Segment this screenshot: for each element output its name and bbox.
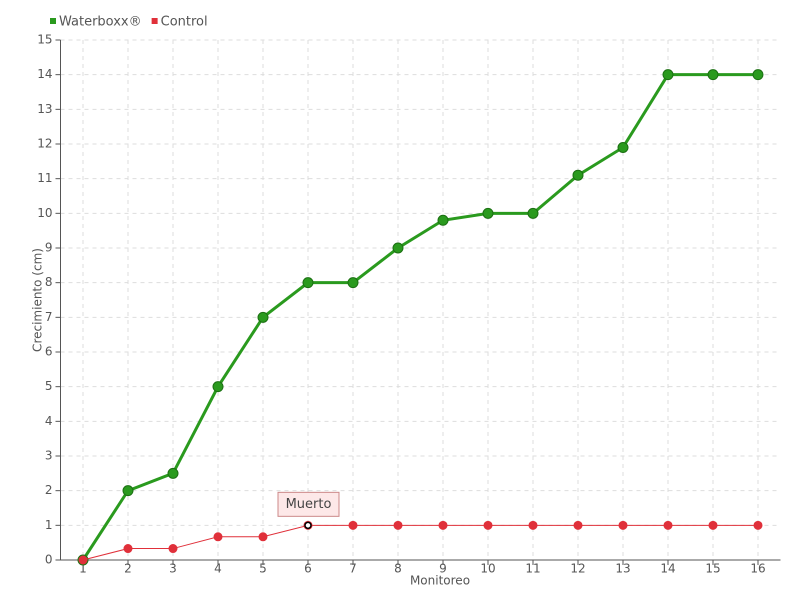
data-point [482,207,494,219]
y-tick-label: 10 [37,206,52,220]
data-point [347,277,359,289]
data-point [572,169,584,181]
data-point [392,242,404,254]
data-point [708,520,718,530]
x-tick-label: 1 [79,562,87,576]
series-line [81,73,758,561]
y-tick-label: 15 [37,33,52,47]
x-tick-label: 4 [214,562,222,576]
y-tick-label: 4 [45,414,53,428]
y-tick-label: 2 [45,483,53,497]
x-tick-label: 6 [304,562,312,576]
annotation-box [277,491,340,517]
x-tick-label: 3 [169,562,177,576]
y-tick-label: 0 [45,553,53,567]
x-tick-label: 16 [750,562,765,576]
y-tick-label: 5 [45,379,53,393]
data-point [122,485,134,497]
legend-swatch [151,18,158,24]
y-tick-label: 8 [45,275,53,289]
data-point [348,520,358,530]
x-tick-label: 12 [570,562,585,576]
data-point [662,69,674,81]
data-point [257,311,269,323]
y-tick-label: 12 [37,137,52,151]
data-point [258,532,268,542]
data-point [528,520,538,530]
x-tick-label: 11 [525,562,540,576]
y-tick-label: 7 [45,310,53,324]
y-tick-label: 6 [45,345,53,359]
x-tick-label: 9 [439,562,447,576]
y-tick-label: 1 [45,518,53,532]
data-point [752,69,764,81]
data-point [573,520,583,530]
data-point [393,520,403,530]
x-axis-label: Monitoreo [410,574,470,588]
data-point [618,520,628,530]
data-point [483,520,493,530]
x-tick-label: 14 [660,562,675,576]
legend-label: Waterboxx® [59,15,142,30]
y-tick-label: 11 [37,171,52,185]
x-tick-label: 10 [480,562,495,576]
annotation-marker [304,521,312,530]
x-tick-label: 2 [124,562,132,576]
x-tick-label: 8 [394,562,402,576]
y-tick-label: 13 [37,102,52,116]
data-point [168,544,178,554]
data-point [617,141,629,153]
y-tick-label: 3 [45,449,53,463]
data-point [302,277,314,289]
x-tick-label: 5 [259,562,267,576]
series-line [82,524,758,561]
data-point [167,467,179,479]
data-point [663,520,673,530]
x-tick-label: 15 [705,562,720,576]
x-tick-label: 13 [615,562,630,576]
data-point [437,214,449,226]
legend-swatch [50,18,56,24]
y-tick-label: 14 [37,67,52,81]
data-point [78,555,88,565]
data-point [212,381,224,393]
x-tick-label: 7 [349,562,357,576]
data-point [707,69,719,81]
data-point [527,207,539,219]
y-axis-label: Crecimiento (cm) [31,248,45,352]
data-point [213,532,223,542]
data-point [123,544,133,554]
y-tick-label: 9 [45,241,53,255]
legend-label: Control [161,15,208,30]
data-point [753,520,763,530]
data-point [438,520,448,530]
annotation-text: Muerto [286,497,332,512]
